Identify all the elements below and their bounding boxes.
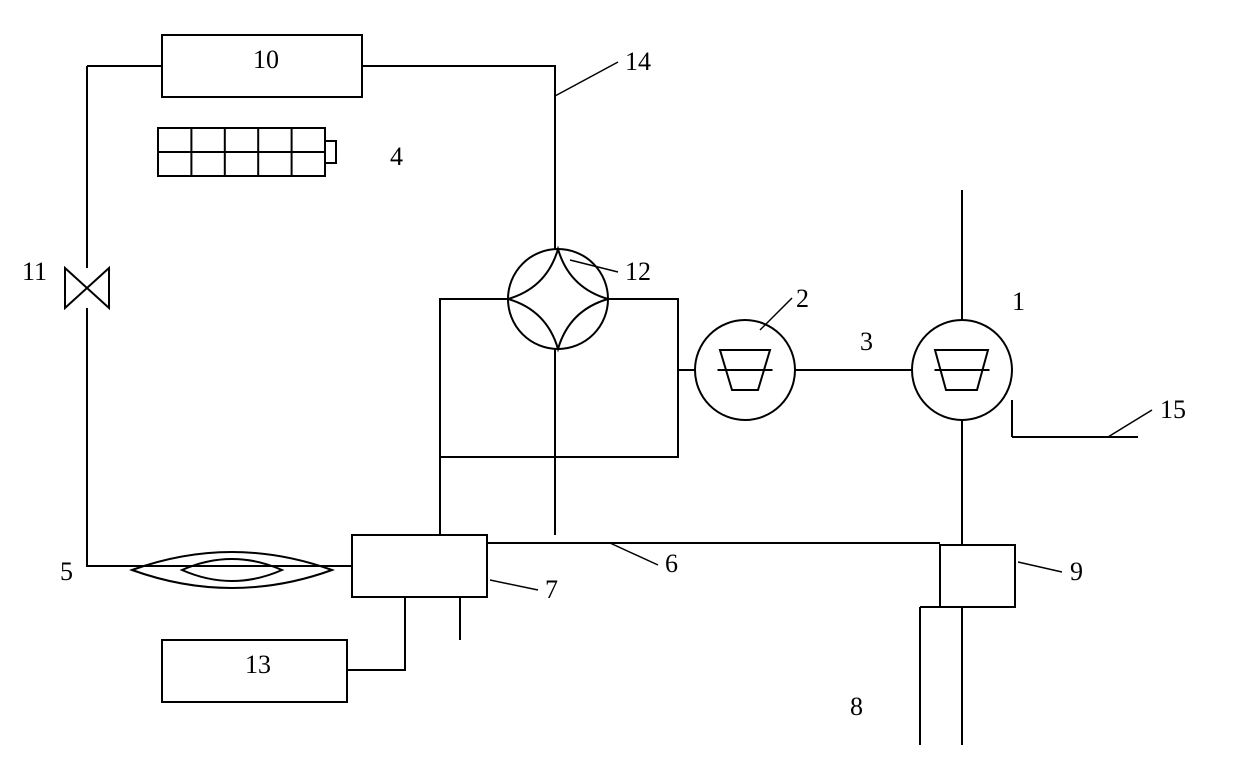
label-3: 3 bbox=[860, 327, 873, 356]
diagram-svg: 123456789101112131415 bbox=[0, 0, 1240, 758]
label-2: 2 bbox=[796, 284, 809, 313]
label-8: 8 bbox=[850, 692, 863, 721]
compressor-2 bbox=[695, 320, 795, 420]
labels: 123456789101112131415 bbox=[22, 45, 1186, 721]
label-10: 10 bbox=[253, 45, 279, 74]
compressor-1 bbox=[912, 320, 1012, 420]
four-way-valve-12 bbox=[508, 249, 608, 349]
valve-11 bbox=[65, 268, 109, 308]
label-9: 9 bbox=[1070, 557, 1083, 586]
label-5: 5 bbox=[60, 557, 73, 586]
label-6: 6 bbox=[665, 549, 678, 578]
diagram-canvas: 123456789101112131415 bbox=[0, 0, 1240, 758]
label-12: 12 bbox=[625, 257, 651, 286]
label-13: 13 bbox=[245, 650, 271, 679]
label-14: 14 bbox=[625, 47, 651, 76]
label-4: 4 bbox=[390, 142, 403, 171]
label-15: 15 bbox=[1160, 395, 1186, 424]
fan-5 bbox=[132, 552, 332, 588]
blocks bbox=[162, 35, 1015, 702]
label-1: 1 bbox=[1012, 287, 1025, 316]
label-7: 7 bbox=[545, 575, 558, 604]
label-11: 11 bbox=[22, 257, 47, 286]
grid-4 bbox=[158, 128, 336, 176]
